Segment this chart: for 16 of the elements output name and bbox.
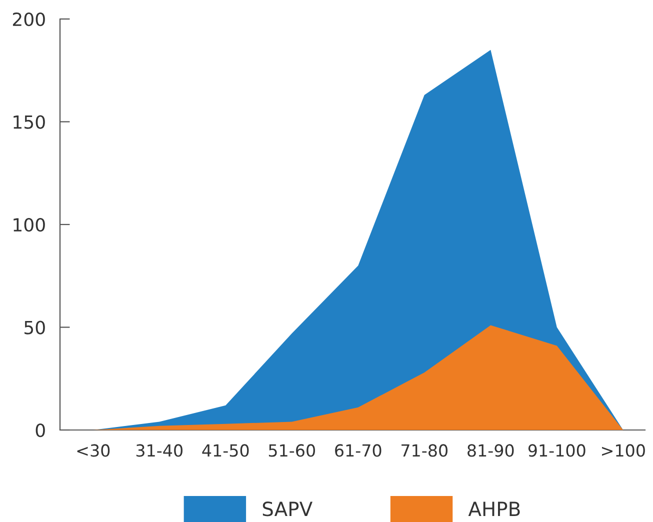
y-tick-label: 100	[14, 218, 45, 232]
x-tick-label: 81-90	[468, 444, 514, 457]
x-tick-label: 41-50	[202, 444, 249, 457]
x-tick-label: 31-40	[136, 444, 182, 457]
x-tick-label: 51-60	[268, 444, 315, 457]
y-tick-label: 200	[12, 12, 45, 26]
x-tick-label: >100	[602, 444, 645, 457]
x-tick-label: <30	[77, 444, 110, 457]
y-tick-label: 150	[14, 115, 45, 129]
x-tick-label: 61-70	[335, 444, 382, 457]
x-tick-label: 71-80	[402, 444, 448, 457]
legend-label: AHPB	[468, 502, 520, 516]
legend-label: SAPV	[262, 502, 312, 516]
y-tick-label: 0	[36, 423, 45, 438]
y-tick-label: 50	[24, 320, 45, 334]
x-tick-label: 91-100	[528, 444, 586, 457]
